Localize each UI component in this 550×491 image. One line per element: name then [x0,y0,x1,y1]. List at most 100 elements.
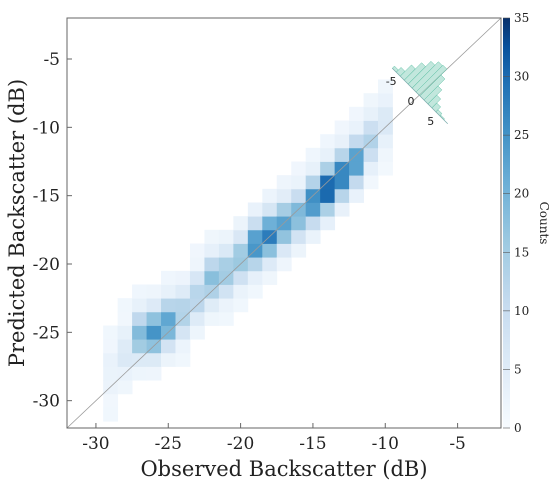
density-cell [189,243,205,258]
density-cell [146,366,162,381]
density-cell [378,161,393,176]
density-cell [378,93,393,108]
density-cell [146,284,162,299]
density-cell [276,257,292,272]
colorbar-tick-label: 35 [514,11,529,25]
density-cell [291,243,307,258]
density-cell [146,325,162,340]
density-cell [103,407,119,422]
density-cell [161,339,176,354]
density-cell [276,202,292,217]
y-axis-ticks: -30 -25 -20 -15 -10 -5 [33,50,72,412]
density-cell [247,202,263,217]
density-cell [161,284,176,299]
plot-frame [66,17,502,429]
density-cell [334,175,350,190]
density-cell [363,147,379,162]
density-cell [291,188,307,203]
density-cell [305,216,321,231]
density-cell [262,243,278,258]
inset-tick-label: 0 [408,95,415,108]
density-cell [247,284,263,299]
density-cell [204,229,220,244]
density-cell [218,311,234,326]
density-cell [334,120,350,135]
density-cell [334,147,350,162]
density-cell [189,270,205,285]
density-cell [247,229,263,244]
density-cell [146,311,162,326]
density-cell [334,202,350,217]
density-cell [233,229,249,244]
density-cell [218,298,234,313]
colorbar-tick-label: 25 [514,128,529,142]
density-cell [320,188,336,203]
density-cell [305,147,321,162]
density-cell [218,257,234,272]
density-cell [363,93,379,108]
density-cell [349,134,364,149]
density-cell [291,229,307,244]
density-cell [247,216,263,231]
density-cell [233,243,249,258]
density-cell [204,311,220,326]
density-cell [378,134,393,149]
density-cell [175,325,191,340]
density-cell [132,311,147,326]
density-cell [334,134,350,149]
density-cell [175,284,191,299]
density-cell [132,339,147,354]
density-cell [363,120,379,135]
density-cell [363,175,379,190]
density-cell [189,284,205,299]
density-cell [117,352,133,367]
density-cell [204,298,220,313]
inset-bar [439,114,445,121]
density-cell [305,229,321,244]
density-cell [349,175,364,190]
density-cell [334,188,350,203]
density-cell [103,325,119,340]
colorbar-tick-label: 0 [514,421,522,435]
x-tick-label: -30 [82,434,109,454]
density-cell [349,188,364,203]
density-cell [103,366,119,381]
density-cell [204,257,220,272]
density-cell [189,257,205,272]
density-cell [175,339,191,354]
inset-bars [391,60,448,121]
density-cell [189,325,205,340]
inset-tick-label: -5 [386,75,397,88]
density-cell [349,120,364,135]
density-cell [262,216,278,231]
density-cell [204,243,220,258]
density-cell [218,284,234,299]
density-cell [262,257,278,272]
colorbar-tick-label: 10 [514,304,529,318]
density-cell [349,161,364,176]
density-cell [305,175,321,190]
density-cell [233,298,249,313]
density-cell [161,298,176,313]
colorbar: 0 5 10 15 20 25 30 35 Counts [503,11,550,435]
density-cell [349,106,364,121]
residual-histogram-inset: -5 05 [386,60,448,128]
density-cell [117,298,133,313]
density-cell [291,161,307,176]
density-cell [189,311,205,326]
density-cell [175,298,191,313]
density-cell [247,270,263,285]
y-tick-label: -10 [33,118,60,138]
density-cell [233,270,249,285]
density-cell [103,339,119,354]
density-cell [204,270,220,285]
x-axis-ticks: -30 -25 -20 -15 -10 -5 [82,423,466,454]
density-cell [291,216,307,231]
density-cell [132,366,147,381]
density-cell [161,352,176,367]
density-cell [175,270,191,285]
colorbar-tick-label: 20 [514,187,529,201]
density-cell [305,161,321,176]
density-cell [132,325,147,340]
y-tick-label: -25 [33,323,60,343]
